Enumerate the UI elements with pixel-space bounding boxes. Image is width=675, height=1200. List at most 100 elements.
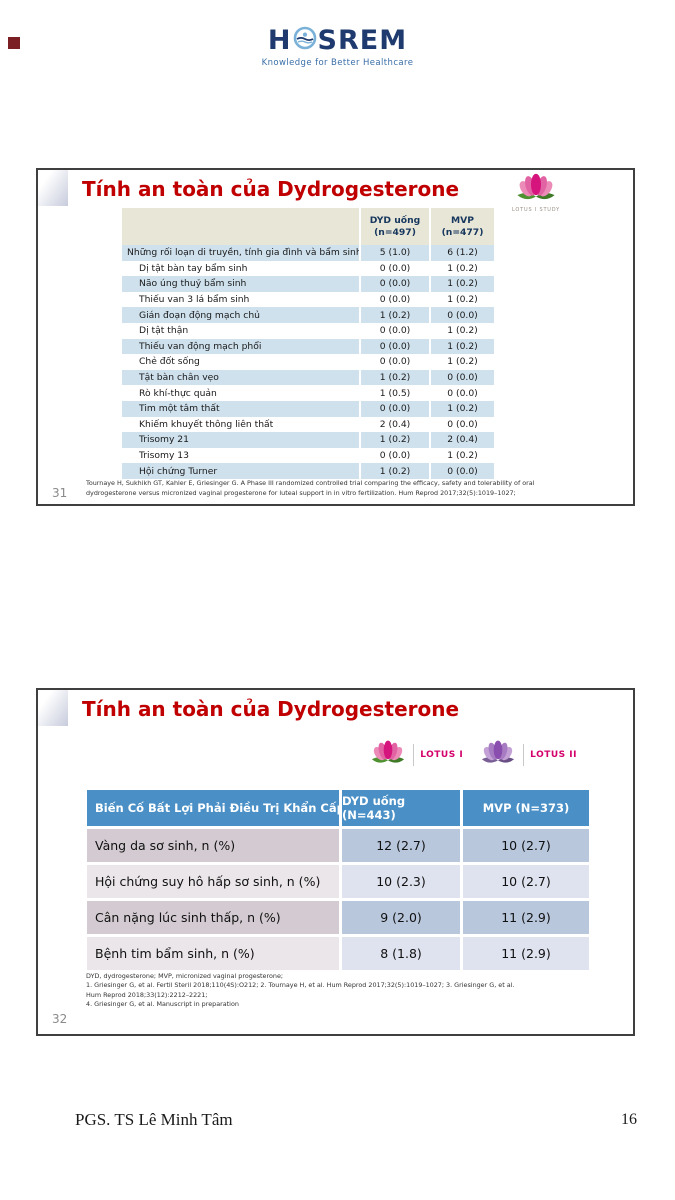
mvp-value: 1 (0.2): [429, 338, 494, 355]
lotus-2-logo: LOTUS II: [479, 740, 577, 770]
row-label: Tật bàn chân vẹo: [139, 372, 219, 384]
table-row: Tim một tâm thất 0 (0.0) 1 (0.2): [122, 400, 494, 417]
mvp-value: 0 (0.0): [429, 416, 494, 433]
table-row: Dị tật bàn tay bẩm sinh 0 (0.0) 1 (0.2): [122, 260, 494, 277]
row-label: Khiếm khuyết thông liên thất: [139, 418, 274, 430]
hosrem-tagline: Knowledge for Better Healthcare: [261, 58, 414, 68]
table-row: Thiếu van 3 lá bẩm sinh 0 (0.0) 1 (0.2): [122, 291, 494, 308]
row-label: Dị tật bàn tay bẩm sinh: [139, 262, 248, 274]
hosrem-logo: H SREM Knowledge for Better Healthcare: [0, 26, 675, 68]
slide2-citations: DYD, dydrogesterone; MVP, micronized vag…: [86, 972, 586, 1010]
table-row: Gián đoạn động mạch chủ 1 (0.2) 0 (0.0): [122, 307, 494, 323]
table-row: Bệnh tim bẩm sinh, n (%) 8 (1.8) 11 (2.9…: [87, 937, 592, 970]
row-label: Trisomy 21: [139, 434, 189, 446]
mvp-value: 0 (0.0): [429, 463, 494, 479]
dyd-value: 1 (0.2): [359, 369, 429, 386]
lotus-pink-icon: [369, 740, 407, 770]
citation-line: DYD, dydrogesterone; MVP, micronized vag…: [86, 971, 284, 980]
mvp-value: 1 (0.2): [429, 400, 494, 417]
table-row: Vàng da sơ sinh, n (%) 12 (2.7) 10 (2.7): [87, 829, 592, 862]
dyd-value: 0 (0.0): [359, 338, 429, 355]
row-label: Thiếu van động mạch phổi: [139, 340, 262, 352]
row-label: Thiếu van 3 lá bẩm sinh: [139, 294, 250, 306]
slide-31: Tính an toàn của Dydrogesterone LOTUS I …: [36, 168, 635, 506]
mvp-value: 1 (0.2): [429, 291, 494, 308]
dyd-value: 0 (0.0): [359, 400, 429, 417]
dyd-value: 10 (2.3): [342, 865, 460, 898]
dyd-value: 5 (1.0): [359, 245, 429, 261]
mvp-value: 0 (0.0): [429, 369, 494, 386]
mvp-value: 0 (0.0): [429, 385, 494, 401]
row-label: Rò khí-thực quản: [139, 387, 217, 399]
header-dyd-line1: DYD uống: [369, 214, 421, 226]
dyd-value: 0 (0.0): [359, 291, 429, 308]
mvp-value: 6 (1.2): [429, 245, 494, 261]
row-label: Dị tật thận: [139, 325, 189, 337]
footer-author: PGS. TS Lê Minh Tâm: [75, 1110, 233, 1129]
hosrem-word-right: SREM: [317, 25, 408, 56]
dyd-value: 0 (0.0): [359, 447, 429, 464]
row-label: Bệnh tim bẩm sinh, n (%): [87, 937, 339, 970]
lotus-study-caption: LOTUS I STUDY: [511, 207, 560, 213]
page-corner-mark: [8, 37, 20, 49]
slide2-title: Tính an toàn của Dydrogesterone: [82, 697, 460, 721]
mvp-value: 0 (0.0): [429, 307, 494, 323]
logo-separator: [413, 744, 415, 766]
citation-line: Hum Reprod 2018;33(12):2212–2221;: [86, 990, 208, 999]
slide1-citation: Tournaye H, Sukhikh GT, Kahler E, Griesi…: [86, 479, 535, 497]
citation-line: 4. Griesinger G, et al. Manuscript in pr…: [86, 1000, 239, 1009]
lotus-2-label: LOTUS II: [530, 750, 577, 760]
dyd-value: 0 (0.0): [359, 260, 429, 277]
slide-accent-bar: [38, 170, 68, 206]
table-row: Dị tật thận 0 (0.0) 1 (0.2): [122, 322, 494, 339]
table-row: Não úng thuỷ bẩm sinh 0 (0.0) 1 (0.2): [122, 276, 494, 292]
header-dyd-line2: (n=497): [374, 226, 416, 238]
hosrem-word-left: H: [267, 25, 292, 56]
lotus-1-label: LOTUS I: [420, 750, 464, 760]
table-row: Chẻ đốt sống 0 (0.0) 1 (0.2): [122, 354, 494, 370]
dyd-value: 1 (0.2): [359, 463, 429, 479]
table-row: Hội chứng suy hô hấp sơ sinh, n (%) 10 (…: [87, 865, 592, 898]
row-label: Gián đoạn động mạch chủ: [139, 309, 260, 321]
dyd-value: 12 (2.7): [342, 829, 460, 862]
dyd-value: 1 (0.5): [359, 385, 429, 401]
row-label: Những rối loạn di truyền, tính gia đình …: [127, 247, 359, 259]
citation-line: 1. Griesinger G, et al. Fertil Steril 20…: [86, 981, 515, 990]
mvp-value: 11 (2.9): [463, 937, 589, 970]
table-row: Thiếu van động mạch phổi 0 (0.0) 1 (0.2): [122, 338, 494, 355]
mvp-value: 10 (2.7): [463, 865, 589, 898]
row-label: Chẻ đốt sống: [139, 356, 200, 368]
slide-number: 32: [52, 1012, 68, 1026]
header-empty: [122, 208, 359, 245]
table-row: Khiếm khuyết thông liên thất 2 (0.4) 0 (…: [122, 416, 494, 433]
slide1-title: Tính an toàn của Dydrogesterone: [82, 177, 460, 201]
header-label: Biến Cố Bất Lợi Phải Điều Trị Khẩn Cấp: [87, 790, 345, 826]
table-row: Những rối loạn di truyền, tính gia đình …: [122, 245, 494, 261]
dyd-value: 0 (0.0): [359, 322, 429, 339]
dyd-value: 8 (1.8): [342, 937, 460, 970]
header-mvp: MVP (n=477): [429, 208, 494, 245]
row-label: Não úng thuỷ bẩm sinh: [139, 278, 247, 290]
mvp-value: 10 (2.7): [463, 829, 589, 862]
mvp-value: 1 (0.2): [429, 260, 494, 277]
hosrem-globe-icon: [293, 26, 317, 55]
slide-32: Tính an toàn của Dydrogesterone LOTUS I: [36, 688, 635, 1036]
mvp-value: 1 (0.2): [429, 276, 494, 292]
table-header-row: Biến Cố Bất Lợi Phải Điều Trị Khẩn Cấp D…: [87, 790, 592, 826]
dyd-value: 9 (2.0): [342, 901, 460, 934]
emergency-adverse-events-table: Biến Cố Bất Lợi Phải Điều Trị Khẩn Cấp D…: [87, 790, 592, 973]
lotus-icon: [513, 173, 559, 207]
dyd-value: 0 (0.0): [359, 276, 429, 292]
hosrem-wordmark: H SREM: [268, 26, 407, 55]
row-label: Tim một tâm thất: [139, 403, 220, 415]
table-row: Trisomy 13 0 (0.0) 1 (0.2): [122, 447, 494, 464]
table-row: Trisomy 21 1 (0.2) 2 (0.4): [122, 432, 494, 448]
slide-accent-bar: [38, 690, 68, 726]
lotus-1-logo: LOTUS I: [369, 740, 463, 770]
lotus-logos: LOTUS I LOTUS II: [369, 740, 577, 770]
table-row: Cân nặng lúc sinh thấp, n (%) 9 (2.0) 11…: [87, 901, 592, 934]
mvp-value: 1 (0.2): [429, 447, 494, 464]
header-dyd: DYD uống (n=497): [359, 208, 429, 245]
row-label: Vàng da sơ sinh, n (%): [87, 829, 339, 862]
header-mvp-line2: (n=477): [441, 226, 484, 238]
